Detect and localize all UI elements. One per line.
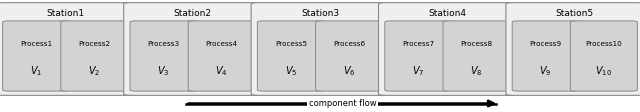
FancyBboxPatch shape	[316, 21, 383, 91]
Text: Process7: Process7	[402, 41, 435, 47]
FancyBboxPatch shape	[385, 21, 452, 91]
FancyBboxPatch shape	[512, 21, 579, 91]
Text: Process6: Process6	[333, 41, 365, 47]
FancyBboxPatch shape	[506, 3, 640, 95]
Text: Station3: Station3	[301, 9, 339, 18]
FancyBboxPatch shape	[443, 21, 510, 91]
Text: $V_1$: $V_1$	[30, 64, 42, 78]
Text: Station5: Station5	[556, 9, 594, 18]
Text: Station4: Station4	[428, 9, 467, 18]
FancyBboxPatch shape	[570, 21, 637, 91]
Text: $V_4$: $V_4$	[216, 64, 228, 78]
Text: $V_5$: $V_5$	[285, 64, 297, 78]
Text: component flow: component flow	[308, 99, 376, 108]
FancyBboxPatch shape	[61, 21, 128, 91]
Text: Station2: Station2	[173, 9, 212, 18]
FancyBboxPatch shape	[124, 3, 262, 95]
Text: $V_8$: $V_8$	[470, 64, 483, 78]
Text: $V_9$: $V_9$	[540, 64, 552, 78]
Text: Station1: Station1	[46, 9, 84, 18]
FancyBboxPatch shape	[257, 21, 324, 91]
Text: $V_3$: $V_3$	[157, 64, 170, 78]
Text: Process10: Process10	[586, 41, 622, 47]
FancyBboxPatch shape	[0, 3, 134, 95]
Text: $V_{10}$: $V_{10}$	[595, 64, 612, 78]
Text: Process5: Process5	[275, 41, 307, 47]
Text: $V_7$: $V_7$	[412, 64, 424, 78]
FancyBboxPatch shape	[3, 21, 70, 91]
Text: Process9: Process9	[530, 41, 562, 47]
Text: Process4: Process4	[205, 41, 238, 47]
FancyBboxPatch shape	[378, 3, 516, 95]
Text: Process8: Process8	[460, 41, 493, 47]
FancyBboxPatch shape	[188, 21, 255, 91]
Text: Process2: Process2	[78, 41, 110, 47]
FancyBboxPatch shape	[130, 21, 197, 91]
Text: Process1: Process1	[20, 41, 52, 47]
Text: $V_2$: $V_2$	[88, 64, 100, 78]
Text: $V_6$: $V_6$	[343, 64, 355, 78]
Text: Process3: Process3	[147, 41, 180, 47]
FancyBboxPatch shape	[251, 3, 389, 95]
